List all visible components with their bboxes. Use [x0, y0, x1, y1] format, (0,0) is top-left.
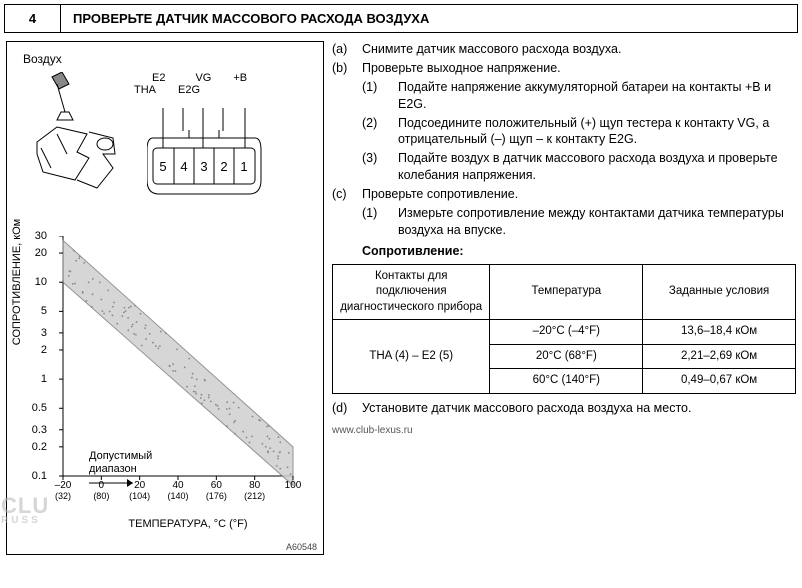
ytick-label: 30	[21, 230, 47, 242]
pin-3: 3	[200, 159, 207, 174]
cell-temp: 60°C (140°F)	[490, 369, 643, 394]
instructions: (a)Снимите датчик массового расхода возд…	[332, 41, 796, 555]
ytick-label: 0.2	[21, 441, 47, 453]
ytick-label: 3	[21, 327, 47, 339]
pin-label-e2g: E2G	[178, 84, 200, 96]
step-c1: (1)Измерьте сопротивление между контакта…	[362, 205, 796, 239]
ytick-label: 1	[21, 373, 47, 385]
col-contacts: Контакты для подключения диагностическог…	[333, 264, 490, 320]
xtick-label: –20(32)	[47, 480, 79, 501]
step-b1: (1)Подайте напряжение аккумуляторной бат…	[362, 79, 796, 113]
section-title: ПРОВЕРЬТЕ ДАТЧИК МАССОВОГО РАСХОДА ВОЗДУ…	[61, 5, 797, 32]
cell-temp: –20°C (–4°F)	[490, 320, 643, 345]
step-b2: (2)Подсоедините положительный (+) щуп те…	[362, 115, 796, 149]
pin-4: 4	[180, 159, 187, 174]
xtick-label: 100	[277, 480, 309, 491]
ytick-label: 20	[21, 247, 47, 259]
step-a: (a)Снимите датчик массового расхода возд…	[332, 41, 796, 58]
pin-label-vg: VG	[195, 72, 211, 84]
step-c: (c)Проверьте сопротивление.	[332, 186, 796, 203]
xtick-label: 80(212)	[239, 480, 271, 501]
pin-1: 1	[240, 159, 247, 174]
resistance-title: Сопротивление:	[362, 243, 796, 260]
resistance-table: Контакты для подключения диагностическог…	[332, 264, 796, 394]
table-header-row: Контакты для подключения диагностическог…	[333, 264, 796, 320]
ytick-label: 10	[21, 276, 47, 288]
connector-drawing: 5 4 3 2 1	[147, 108, 307, 218]
section-header: 4 ПРОВЕРЬТЕ ДАТЧИК МАССОВОГО РАСХОДА ВОЗ…	[4, 4, 798, 33]
cell-val: 13,6–18,4 кОм	[643, 320, 796, 345]
source-url: www.club-lexus.ru	[332, 424, 796, 438]
pin-5: 5	[159, 159, 166, 174]
col-cond: Заданные условия	[643, 264, 796, 320]
ytick-label: 0.5	[21, 402, 47, 414]
figure-panel: Воздух E2 VG +B	[6, 41, 324, 555]
step-b3: (3)Подайте воздух в датчик массового рас…	[362, 150, 796, 184]
pin-labels: E2 VG +B THA E2G	[152, 72, 247, 96]
pin-label-b: +B	[233, 72, 247, 84]
ytick-label: 5	[21, 305, 47, 317]
sensor-figure: Воздух E2 VG +B	[7, 42, 323, 232]
content-body: Воздух E2 VG +B	[0, 37, 802, 559]
watermark: CLU RUSS	[1, 493, 49, 526]
pin-label-tha: THA	[134, 84, 156, 96]
step-d: (d)Установите датчик массового расхода в…	[332, 400, 796, 417]
air-label: Воздух	[23, 52, 62, 66]
sensor-drawing	[17, 72, 137, 227]
cell-val: 0,49–0,67 кОм	[643, 369, 796, 394]
resistance-graph: СОПРОТИВЛЕНИЕ, кОм 30201053210.50.30.20.…	[13, 232, 319, 532]
pin-label-e2: E2	[152, 72, 165, 84]
ytick-label: 0.3	[21, 424, 47, 436]
ytick-label: 0.1	[21, 470, 47, 482]
pin-2: 2	[220, 159, 227, 174]
col-temp: Температура	[490, 264, 643, 320]
step-b: (b)Проверьте выходное напряжение.	[332, 60, 796, 77]
image-code: A60548	[286, 542, 317, 552]
cell-contact: THA (4) – E2 (5)	[333, 320, 490, 394]
cell-val: 2,21–2,69 кОм	[643, 344, 796, 369]
band-label: Допустимый диапазон	[89, 450, 179, 490]
graph-xlabel: ТЕМПЕРАТУРА, °C (°F)	[73, 518, 303, 530]
table-row: THA (4) – E2 (5) –20°C (–4°F) 13,6–18,4 …	[333, 320, 796, 345]
graph-band	[62, 240, 293, 485]
xtick-label: 60(176)	[200, 480, 232, 501]
cell-temp: 20°C (68°F)	[490, 344, 643, 369]
section-number: 4	[5, 5, 61, 32]
ytick-label: 2	[21, 344, 47, 356]
